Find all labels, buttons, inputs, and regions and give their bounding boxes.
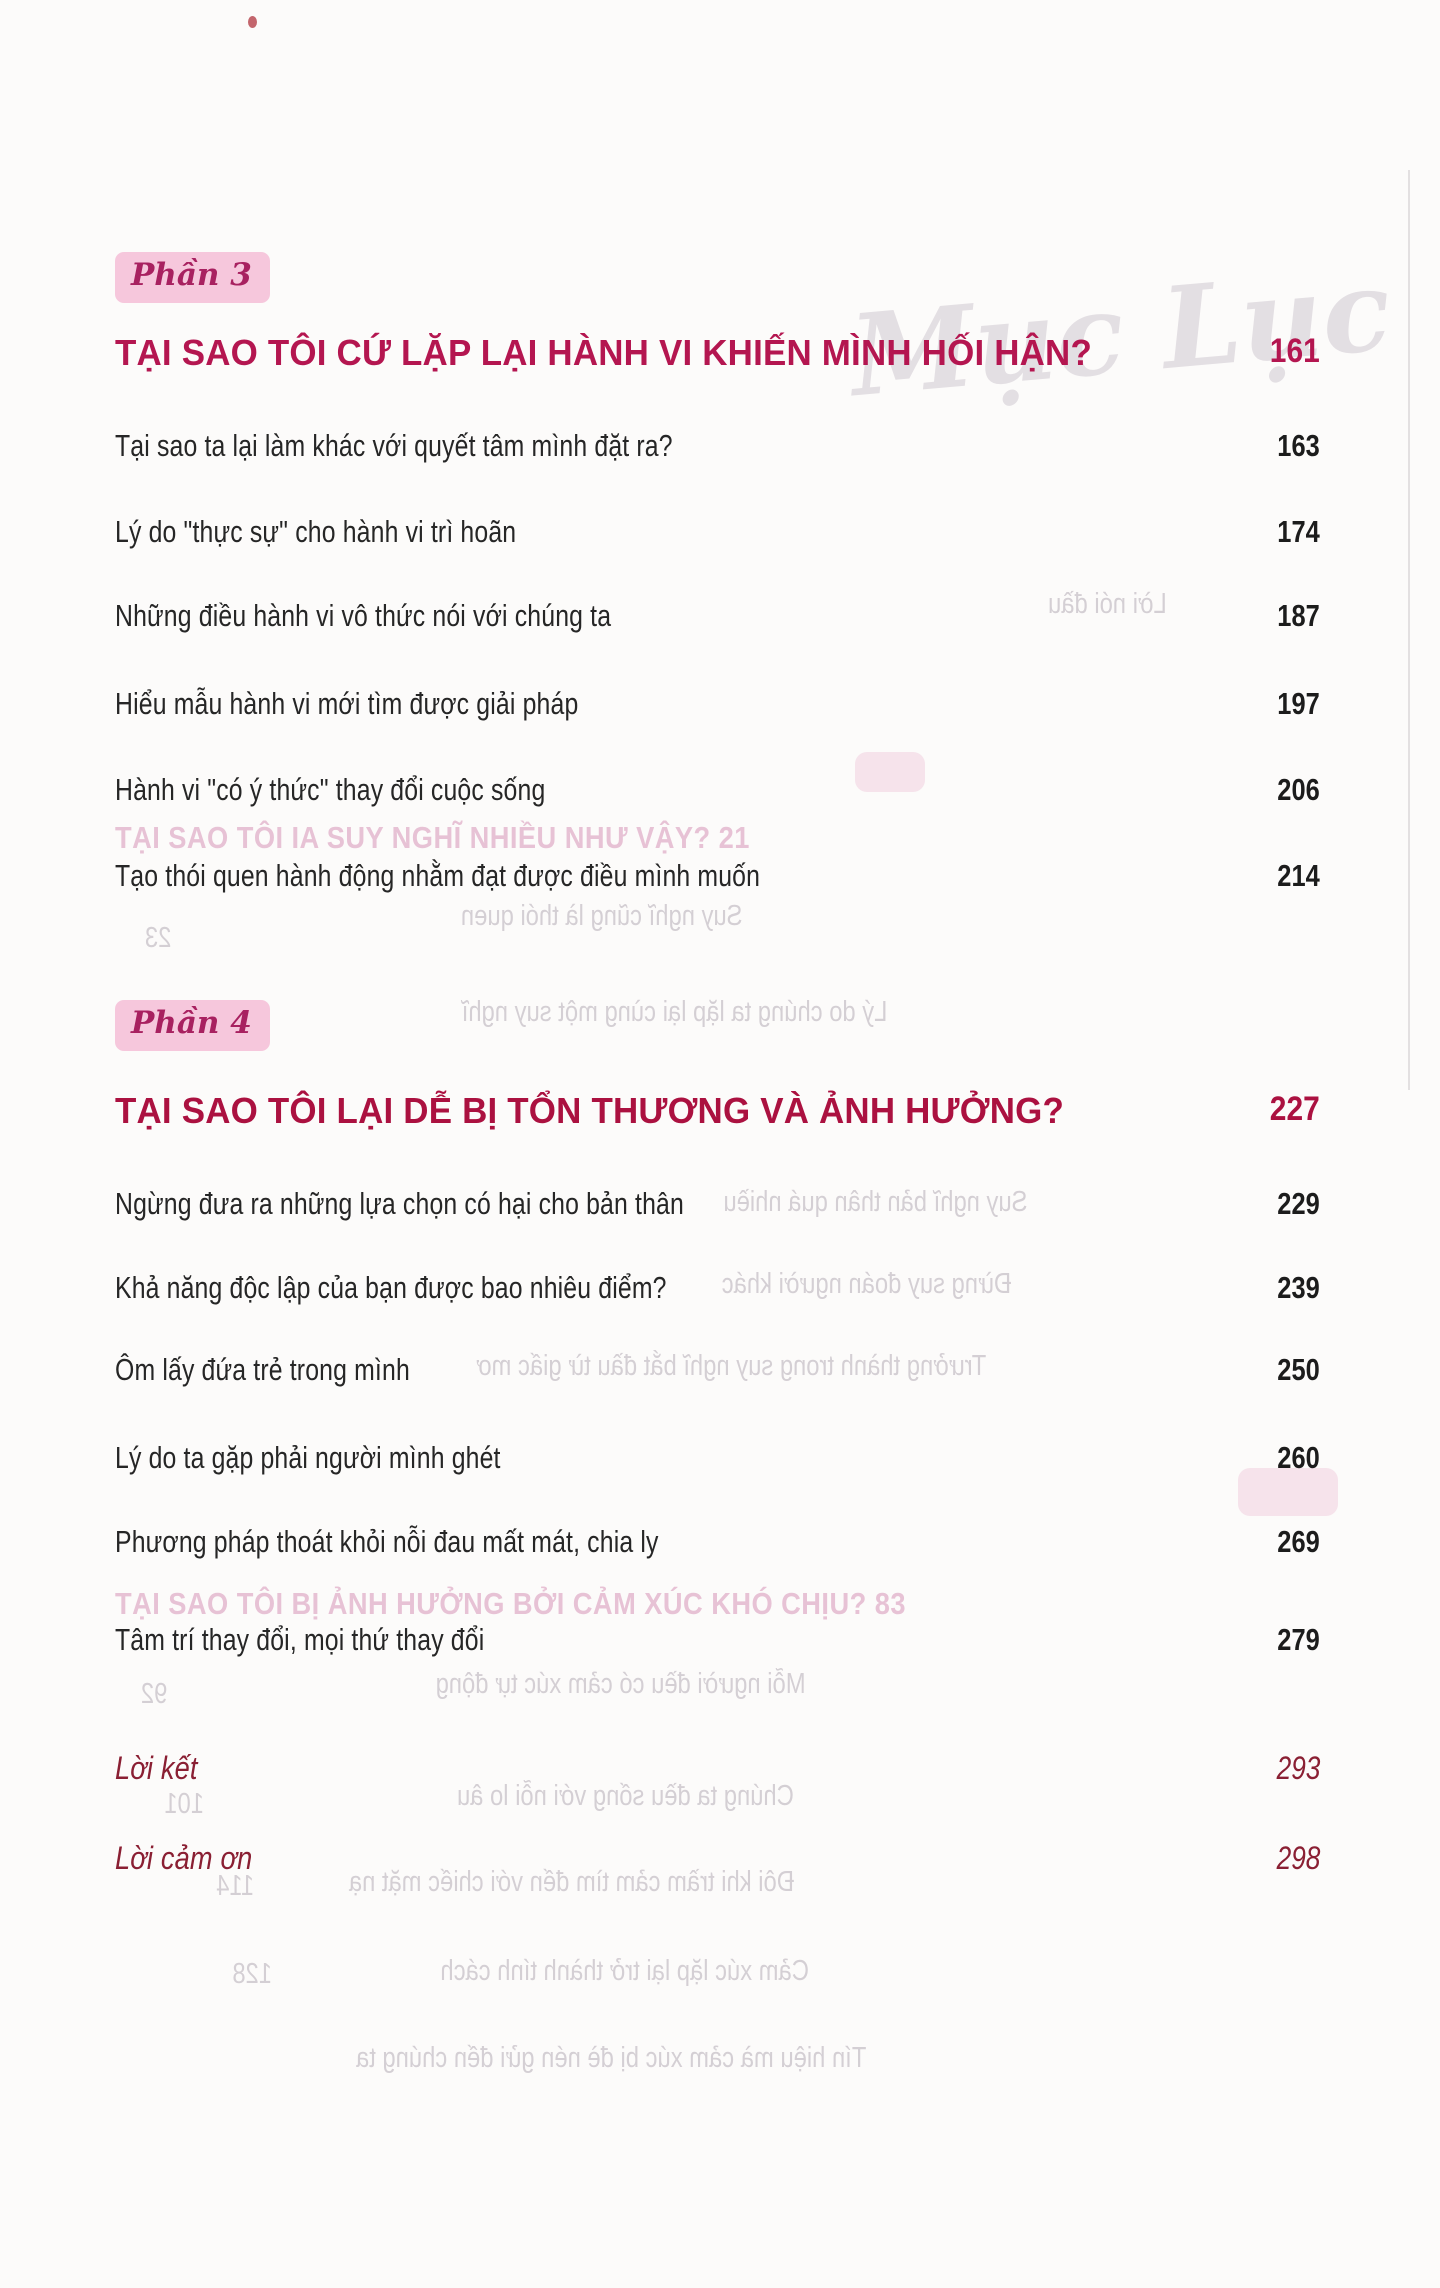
toc-item: Lý do ta gặp phải người mình ghét 260: [115, 1440, 1320, 1484]
toc-item: Tâm trí thay đổi, mọi thứ thay đổi 279: [115, 1622, 1320, 1666]
outro-page: 293: [1276, 1750, 1320, 1786]
toc-item-title: Lý do ta gặp phải người mình ghét: [115, 1440, 501, 1475]
toc-item: Những điều hành vi vô thức nói với chúng…: [115, 598, 1320, 642]
toc-item: Phương pháp thoát khỏi nỗi đau mất mát, …: [115, 1524, 1320, 1568]
toc-item: Ôm lấy đứa trẻ trong mình 250: [115, 1352, 1320, 1396]
toc-item-page: 250: [1277, 1352, 1320, 1387]
toc-item-title: Ngừng đưa ra những lựa chọn có hại cho b…: [115, 1186, 684, 1221]
bleed-text: TẠI SAO TÔI BỊ ẢNH HƯỞNG BỞI CẢM XÚC KHÓ…: [115, 1586, 906, 1621]
toc-item-page: 187: [1277, 598, 1320, 633]
bleed-text: 23: [144, 922, 172, 954]
outro-item: Lời cảm ơn 298: [115, 1840, 1320, 1884]
toc-item-page: 174: [1277, 514, 1320, 549]
toc-item-page: 269: [1277, 1524, 1320, 1559]
toc-item-page: 163: [1277, 428, 1320, 463]
toc-item-title: Những điều hành vi vô thức nói với chúng…: [115, 598, 612, 633]
bleed-text: Cảm xúc lặp lại trở thành tính cách: [440, 1955, 809, 1987]
toc-item: Tại sao ta lại làm khác với quyết tâm mì…: [115, 428, 1320, 472]
toc-item-page: 260: [1277, 1440, 1320, 1475]
toc-item-page: 197: [1277, 686, 1320, 721]
outro-item: Lời kết 293: [115, 1750, 1320, 1794]
bleed-text: Suy nghĩ cũng là thói quen: [460, 900, 743, 932]
toc-item: Hiểu mẫu hành vi mới tìm được giải pháp …: [115, 686, 1320, 730]
toc-item-title: Tạo thói quen hành động nhằm đạt được đi…: [115, 858, 761, 893]
bleed-text: 92: [140, 1678, 168, 1710]
bleed-text: 128: [232, 1958, 273, 1990]
outro-page: 298: [1276, 1840, 1320, 1876]
toc-item-title: Hiểu mẫu hành vi mới tìm được giải pháp: [115, 686, 579, 721]
outro-title: Lời kết: [115, 1750, 198, 1786]
bleed-text: Lý do chúng ta lặp lại cùng một suy nghĩ: [461, 996, 888, 1028]
toc-item-title: Tại sao ta lại làm khác với quyết tâm mì…: [115, 428, 673, 463]
toc-item: Tạo thói quen hành động nhằm đạt được đi…: [115, 858, 1320, 902]
section-title: TẠI SAO TÔI LẠI DỄ BỊ TỔN THƯƠNG VÀ ẢNH …: [115, 1090, 1064, 1131]
toc-item-page: 239: [1277, 1270, 1320, 1305]
outro-title: Lời cảm ơn: [115, 1840, 253, 1876]
toc-item-page: 214: [1277, 858, 1320, 893]
toc-item: Hành vi "có ý thức" thay đổi cuộc sống 2…: [115, 772, 1320, 816]
toc-item-page: 279: [1277, 1622, 1320, 1657]
toc-item-title: Ôm lấy đứa trẻ trong mình: [115, 1352, 410, 1387]
scan-speck: [248, 16, 257, 28]
toc-item-title: Hành vi "có ý thức" thay đổi cuộc sống: [115, 772, 546, 807]
bleed-text: TẠI SAO TÔI IA SUY NGHĨ NHIỀU NHƯ VẬY? 2…: [115, 820, 750, 855]
section-heading: TẠI SAO TÔI LẠI DỄ BỊ TỔN THƯƠNG VÀ ẢNH …: [115, 1090, 1320, 1134]
toc-item: Ngừng đưa ra những lựa chọn có hại cho b…: [115, 1186, 1320, 1230]
toc-item: Khả năng độc lập của bạn được bao nhiêu …: [115, 1270, 1320, 1314]
section-page-number: 161: [1270, 332, 1320, 370]
toc-item-page: 206: [1277, 772, 1320, 807]
toc-item-page: 229: [1277, 1186, 1320, 1221]
section-label-pill: Phần 4: [115, 1000, 270, 1051]
bleed-text: Mỗi người đều có cảm xúc tự động: [435, 1668, 806, 1700]
toc-item-title: Tâm trí thay đổi, mọi thứ thay đổi: [115, 1622, 485, 1657]
toc-item-title: Phương pháp thoát khỏi nỗi đau mất mát, …: [115, 1524, 659, 1559]
toc-item: Lý do "thực sự" cho hành vi trì hoãn 174: [115, 514, 1320, 558]
section-heading: TẠI SAO TÔI CỨ LẶP LẠI HÀNH VI KHIẾN MÌN…: [115, 332, 1320, 376]
toc-item-title: Khả năng độc lập của bạn được bao nhiêu …: [115, 1270, 667, 1305]
section-title: TẠI SAO TÔI CỨ LẶP LẠI HÀNH VI KHIẾN MÌN…: [115, 332, 1093, 373]
toc-item-title: Lý do "thực sự" cho hành vi trì hoãn: [115, 514, 517, 549]
bleed-text: Tín hiệu mà cảm xúc bị đè nén gửi đến ch…: [356, 2042, 867, 2074]
page-edge-line: [1408, 170, 1410, 1090]
section-page-number: 227: [1270, 1090, 1320, 1128]
section-label-pill: Phần 3: [115, 252, 270, 303]
